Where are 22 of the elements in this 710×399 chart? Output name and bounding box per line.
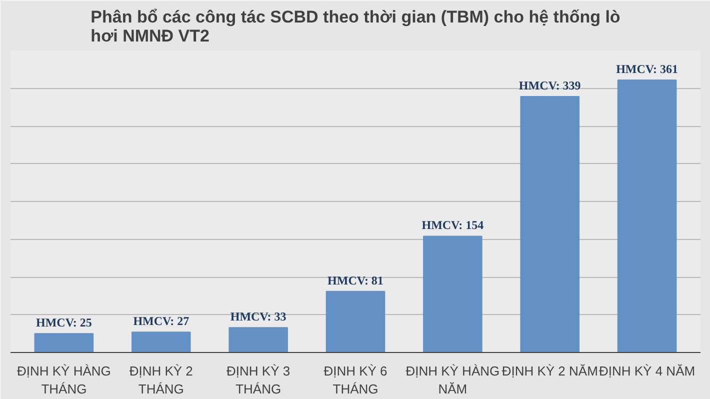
bar — [326, 290, 386, 352]
data-label: HMCV: 27 — [133, 314, 190, 328]
x-tick-label: ĐỊNH KỲ HÀNG THÁNG — [17, 364, 111, 396]
bar — [617, 79, 677, 352]
data-label: HMCV: 25 — [36, 316, 92, 330]
x-tick-label: ĐỊNH KỲ 2 THÁNG — [129, 364, 193, 396]
bar — [131, 332, 191, 352]
bar — [423, 236, 482, 352]
x-tick-label: ĐỊNH KỲ 6 THÁNG — [324, 364, 388, 396]
data-label: HMCV: 339 — [518, 78, 581, 93]
chart-title: Phân bổ các công tác SCBD theo thời gian (TBM) cho hệ thống lò hơi NMNĐ VT2 — [90, 8, 620, 46]
data-label: HMCV: 81 — [328, 273, 384, 288]
data-label: HMCV: 361 — [616, 62, 678, 76]
bar — [34, 333, 94, 352]
bar — [228, 327, 288, 352]
data-label: HMCV: 33 — [230, 310, 286, 324]
data-label: HMCV: 154 — [422, 218, 484, 232]
x-tick-label: ĐỊNH KỲ 2 NĂM — [502, 364, 598, 378]
x-tick-label: ĐỊNH KỲ 4 NĂM — [599, 364, 696, 378]
x-tick-label: ĐỊNH KỲ HÀNG NĂM — [406, 364, 500, 396]
bar — [520, 96, 580, 352]
x-tick-label: ĐỊNH KỲ 3 THÁNG — [226, 364, 290, 396]
